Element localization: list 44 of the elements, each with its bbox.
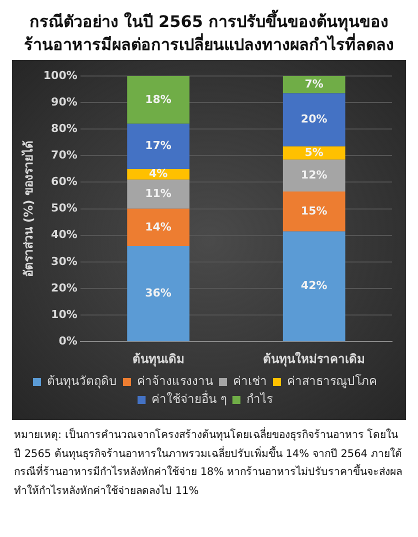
bar bbox=[282, 94, 346, 147]
data-label: 17% bbox=[145, 140, 172, 153]
y-tick-label: 70% bbox=[51, 148, 78, 162]
y-tick-label: 20% bbox=[51, 282, 78, 295]
y-tick-label: 50% bbox=[51, 202, 78, 216]
data-label: 18% bbox=[145, 93, 172, 106]
y-tick-label: 60% bbox=[51, 175, 78, 188]
data-label: 12% bbox=[300, 168, 328, 182]
data-label: 14% bbox=[145, 220, 172, 234]
bar bbox=[127, 180, 190, 210]
bar bbox=[127, 246, 190, 342]
legend-label: ค่าสาธารณูปโภค bbox=[287, 374, 377, 390]
bar bbox=[282, 160, 346, 192]
data-label: 11% bbox=[145, 187, 172, 200]
bar bbox=[282, 192, 346, 232]
text: หมายเหตุ: เป็นการคำนวณจากโครงสร้างต้นทุนโดยเฉลี่ยของธุรกิจร้านอาหาร โดยในปี 2565 ต้นทุนธุรกิจร้านอาหารในภาพรวมเฉลี่ยปรับเพิ่มขึ้น 14% จากปี 2564 ภายใต้กรณีที่ร้านอาหารมีกำไรหลังหักค่าใช้จ่าย 18% หากร้านอาหารไม่ปรับราคาขึ้นจะส่งผลทำให้กำไรหลังหักค่าใช้จ่ายลดลงไป 11% bbox=[13, 426, 404, 498]
data-label: 20% bbox=[300, 113, 328, 126]
data-label: 4% bbox=[148, 168, 168, 181]
x-tick-label: ต้นทุนเดิม bbox=[132, 352, 184, 368]
data-label: 7% bbox=[304, 78, 324, 91]
x-tick-label: ต้นทุนใหม่ราคาเดิม bbox=[263, 351, 366, 368]
chart-title: กรณีตัวอย่าง ในปี 2565 การปรับขึ้นของต้นทุนของร้านอาหารมีผลต่อการเปลี่ยนแปลงทางผลกำไรที่ลดลง bbox=[23, 8, 395, 56]
y-tick-label: 80% bbox=[51, 122, 78, 136]
y-tick-label: 10% bbox=[51, 308, 78, 322]
legend-label: กำไร bbox=[246, 392, 274, 406]
data-label: 42% bbox=[300, 279, 328, 292]
bar bbox=[282, 232, 346, 342]
y-tick-label: 0% bbox=[58, 334, 78, 348]
data-label: 36% bbox=[145, 286, 172, 300]
bar bbox=[127, 124, 190, 170]
bar bbox=[127, 209, 190, 246]
legend-label: ค่าใช้จ่ายอื่น ๆ bbox=[152, 390, 226, 406]
y-axis-title: อัตราส่วน (%) ของรายได้ bbox=[20, 140, 36, 278]
data-label: 15% bbox=[300, 204, 328, 218]
bar bbox=[282, 76, 346, 94]
legend-label: ค่าเช่า bbox=[233, 374, 267, 388]
legend-label: ค่าจ้างแรงงาน bbox=[137, 374, 213, 388]
data-label: 5% bbox=[304, 146, 324, 160]
y-tick-label: 30% bbox=[51, 255, 78, 268]
y-tick-label: 90% bbox=[51, 96, 78, 109]
bar bbox=[127, 76, 190, 124]
y-tick-label: 40% bbox=[51, 228, 78, 242]
legend-label: ต้นทุนวัตถุดิบ bbox=[47, 374, 117, 390]
y-tick-label: 100% bbox=[43, 69, 78, 82]
